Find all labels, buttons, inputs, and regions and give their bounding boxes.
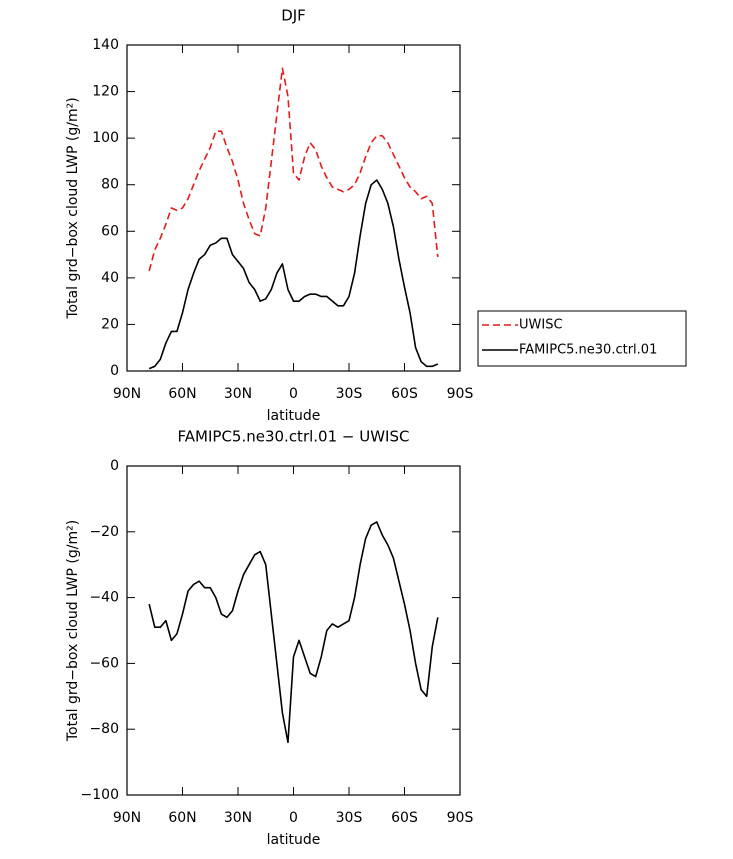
y-tick-label: 60: [101, 223, 119, 239]
y-tick-label: 140: [92, 37, 119, 53]
x-tick-label: 0: [289, 810, 298, 826]
y-tick-label: −60: [89, 655, 119, 671]
x-tick-label: 60S: [391, 810, 418, 826]
x-tick-label: 30S: [336, 386, 363, 402]
y-tick-label: 0: [110, 458, 119, 474]
y-tick-label: −20: [89, 524, 119, 540]
y-tick-label: 120: [92, 84, 119, 100]
y-tick-label: 20: [101, 316, 119, 332]
x-tick-label: 90S: [447, 810, 474, 826]
x-axis-label: latitude: [267, 832, 321, 848]
chart-title: FAMIPC5.ne30.ctrl.01 − UWISC: [178, 428, 410, 446]
x-tick-label: 60S: [391, 386, 418, 402]
legend-label: UWISC: [519, 318, 563, 333]
legend-box: [477, 310, 687, 367]
data-line: [148, 179, 439, 370]
y-tick-label: 100: [92, 130, 119, 146]
y-tick-label: 0: [110, 363, 119, 379]
y-tick-label: −80: [89, 721, 119, 737]
y-axis-label: Total grd−box cloud LWP (g/m²): [65, 97, 81, 319]
x-tick-label: 90N: [113, 386, 141, 402]
x-axis-label: latitude: [267, 408, 321, 424]
y-tick-label: −40: [89, 590, 119, 606]
x-tick-label: 30S: [336, 810, 363, 826]
x-tick-label: 30N: [224, 386, 252, 402]
y-axis-label: Total grd−box cloud LWP (g/m²): [65, 520, 81, 742]
x-tick-label: 60N: [168, 810, 196, 826]
legend-label: FAMIPC5.ne30.ctrl.01: [519, 343, 657, 358]
y-tick-label: 40: [101, 270, 119, 286]
plot-frame: [126, 44, 461, 372]
y-tick-label: −100: [81, 787, 119, 803]
data-line: [148, 521, 439, 744]
y-tick-label: 80: [101, 177, 119, 193]
chart-title: DJF: [281, 7, 306, 25]
x-tick-label: 90S: [447, 386, 474, 402]
x-tick-label: 30N: [224, 810, 252, 826]
x-tick-label: 90N: [113, 810, 141, 826]
data-line: [148, 67, 439, 272]
x-tick-label: 60N: [168, 386, 196, 402]
x-tick-label: 0: [289, 386, 298, 402]
